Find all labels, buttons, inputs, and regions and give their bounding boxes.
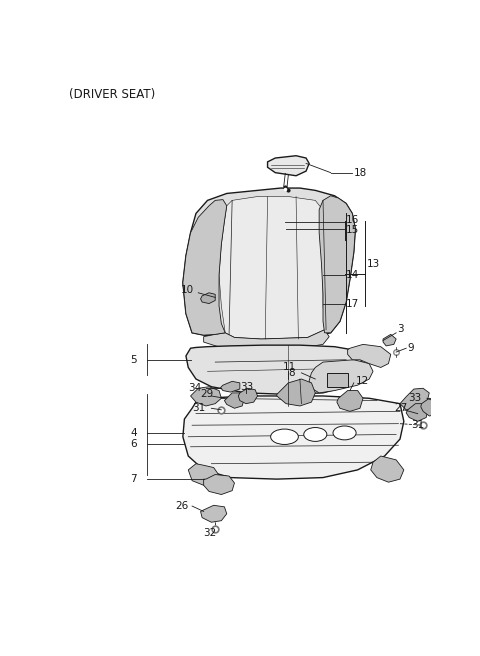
Polygon shape <box>238 388 258 403</box>
Text: 17: 17 <box>346 298 360 308</box>
Text: 32: 32 <box>204 528 217 538</box>
Polygon shape <box>383 335 396 346</box>
Polygon shape <box>277 379 315 406</box>
Text: 10: 10 <box>180 285 193 295</box>
Ellipse shape <box>333 426 356 440</box>
Ellipse shape <box>304 428 327 441</box>
Polygon shape <box>183 396 404 479</box>
Polygon shape <box>188 464 219 485</box>
Polygon shape <box>400 388 429 410</box>
Text: 27: 27 <box>394 403 407 413</box>
Text: 7: 7 <box>131 474 137 484</box>
Text: 31: 31 <box>192 403 205 413</box>
Text: 4: 4 <box>131 428 137 438</box>
Polygon shape <box>406 403 428 421</box>
Polygon shape <box>421 398 440 416</box>
Polygon shape <box>319 195 355 333</box>
Polygon shape <box>186 345 363 394</box>
Text: 31: 31 <box>411 420 425 430</box>
Polygon shape <box>221 381 240 392</box>
Text: 14: 14 <box>346 270 360 280</box>
Text: 29: 29 <box>200 390 213 400</box>
Text: 3: 3 <box>397 324 404 334</box>
Polygon shape <box>183 199 227 335</box>
Polygon shape <box>201 293 215 304</box>
Text: 33: 33 <box>240 382 253 392</box>
Text: 6: 6 <box>131 440 137 449</box>
Text: 26: 26 <box>175 501 189 511</box>
Text: 8: 8 <box>288 368 295 378</box>
Text: 13: 13 <box>367 258 380 268</box>
Polygon shape <box>337 390 363 411</box>
Polygon shape <box>183 188 355 339</box>
Ellipse shape <box>271 429 299 445</box>
Polygon shape <box>309 359 373 393</box>
Polygon shape <box>348 344 391 367</box>
Text: 9: 9 <box>408 343 414 353</box>
Polygon shape <box>201 505 227 522</box>
Text: 18: 18 <box>354 168 367 178</box>
Polygon shape <box>225 393 244 408</box>
Text: 12: 12 <box>355 377 369 386</box>
Polygon shape <box>371 456 404 482</box>
Polygon shape <box>204 330 329 350</box>
Text: 33: 33 <box>408 393 421 403</box>
Polygon shape <box>219 197 324 339</box>
Text: 15: 15 <box>346 226 360 236</box>
Polygon shape <box>267 155 309 176</box>
Text: (DRIVER SEAT): (DRIVER SEAT) <box>69 88 155 101</box>
Text: 11: 11 <box>283 363 296 373</box>
Polygon shape <box>191 387 221 406</box>
Bar <box>327 373 348 387</box>
Text: 16: 16 <box>346 215 360 226</box>
Text: 34: 34 <box>188 383 202 393</box>
Text: 5: 5 <box>131 355 137 365</box>
Polygon shape <box>204 474 234 495</box>
